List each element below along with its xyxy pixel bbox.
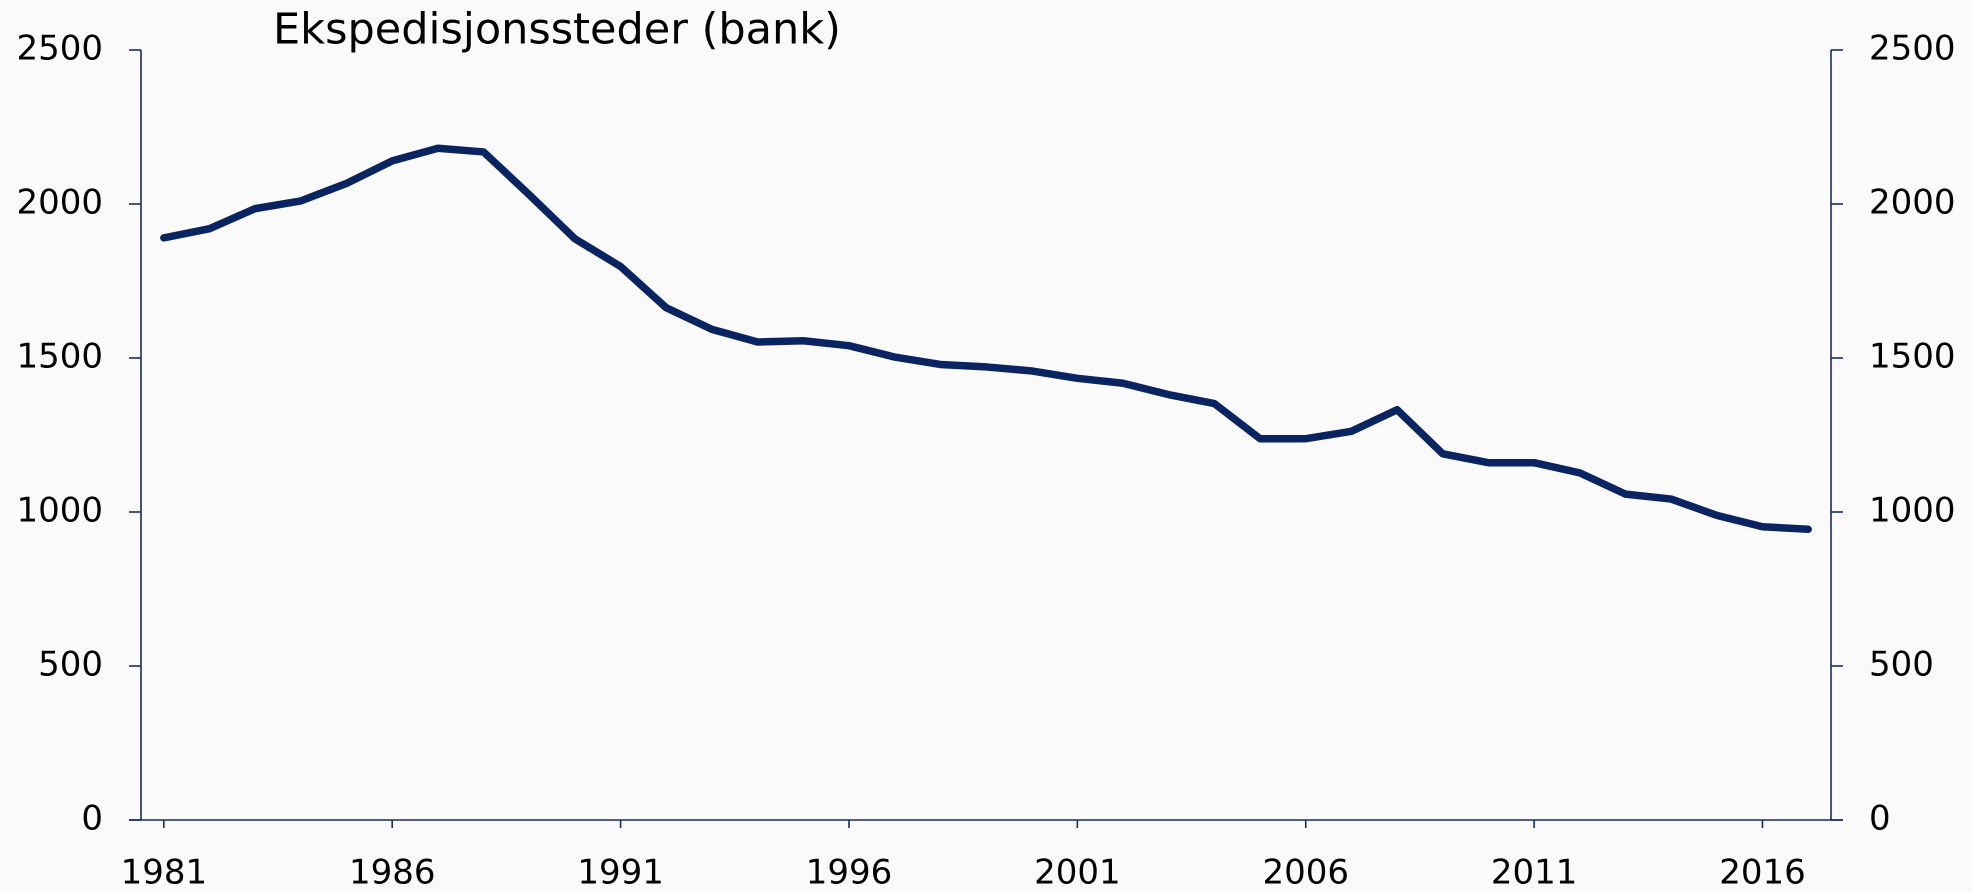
line: [160, 144, 1812, 533]
y2-tick-label: 1000: [1869, 491, 1956, 531]
y-tick-label: 1500: [16, 337, 103, 377]
x-tick-label: 2001: [1034, 853, 1121, 893]
y2-tick-label: 1500: [1869, 337, 1956, 377]
x-tick-label: 1981: [121, 853, 208, 893]
x-tick-label: 1986: [349, 853, 436, 893]
y2-tick-label: 0: [1869, 799, 1891, 839]
y2-tick-label: 2000: [1869, 183, 1956, 223]
x-tick-label: 2016: [1719, 853, 1806, 893]
y-tick-label: 2000: [16, 183, 103, 223]
y-tick-label: 2500: [16, 29, 103, 69]
x-tick-label: 2011: [1491, 853, 1578, 893]
y-tick-label: 500: [38, 645, 103, 685]
y-tick-label: 0: [81, 799, 103, 839]
y2-tick-label: 2500: [1869, 29, 1956, 69]
x-tick-label: 2006: [1262, 853, 1349, 893]
x-tick-label: 1991: [577, 853, 664, 893]
chart-title: Ekspedisjonssteder (bank): [273, 5, 841, 55]
x-tick-label: 1996: [806, 853, 893, 893]
y-tick-label: 1000: [16, 491, 103, 531]
y2-tick-label: 500: [1869, 645, 1934, 685]
